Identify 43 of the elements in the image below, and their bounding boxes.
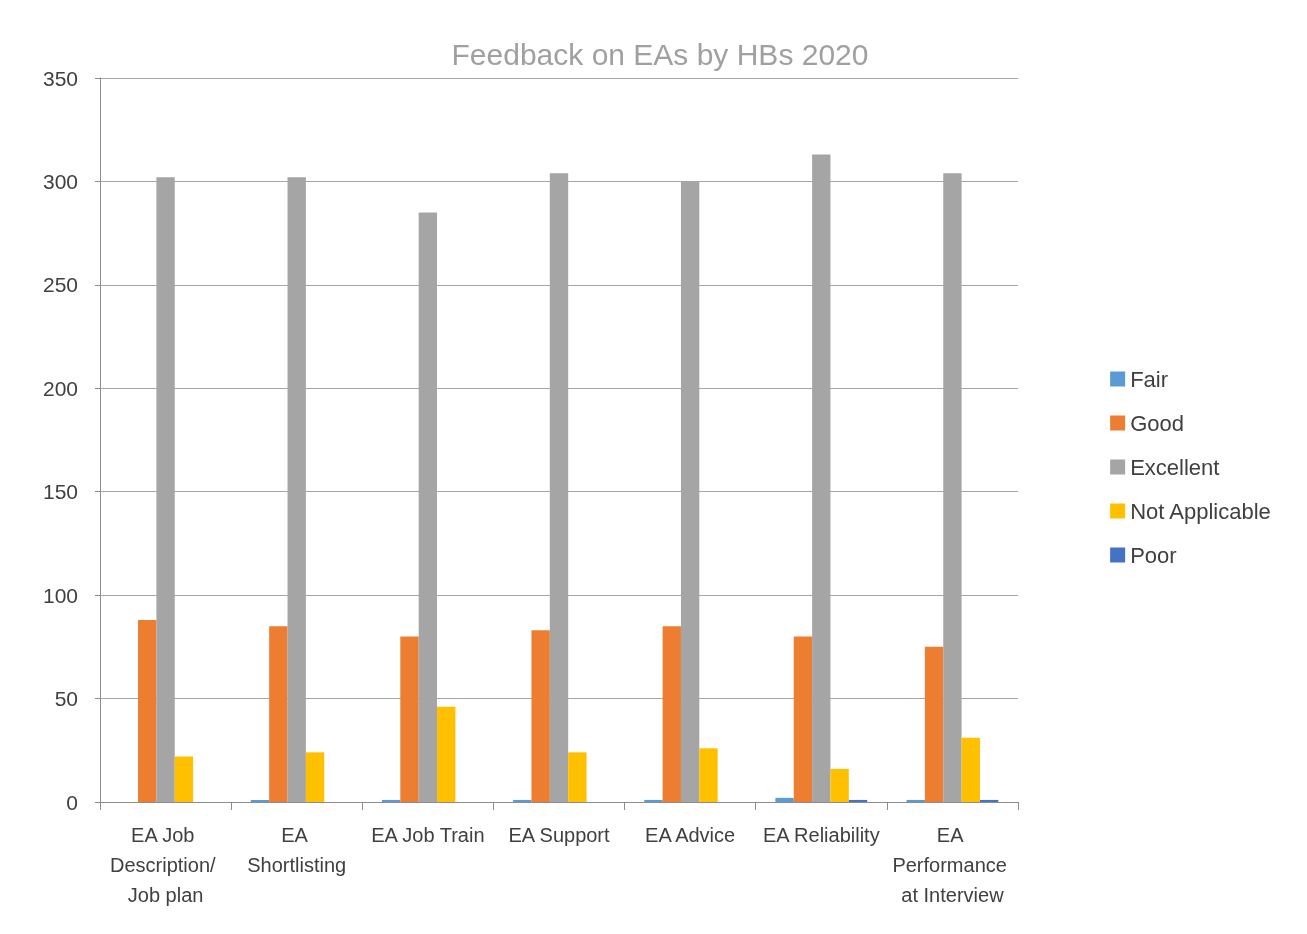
bar <box>437 706 456 802</box>
bar <box>699 748 718 802</box>
bar <box>924 646 944 802</box>
y-tick-label: 100 <box>42 583 78 607</box>
x-tick-label: EA Job Train <box>371 824 485 846</box>
y-tick-label: 0 <box>66 790 78 814</box>
bar <box>513 799 532 802</box>
bar <box>775 797 794 802</box>
legend-label: Not Applicable <box>1130 498 1271 524</box>
legend-label: Fair <box>1130 366 1169 392</box>
chart-title: Feedback on EAs by HBs 2020 <box>451 37 869 71</box>
bar <box>568 752 587 802</box>
y-tick-label: 300 <box>42 169 78 193</box>
bar <box>662 626 681 802</box>
x-tick-label: EA Reliability <box>762 824 880 846</box>
bar <box>381 799 401 802</box>
bar <box>400 636 419 802</box>
bar <box>979 799 999 802</box>
legend-label: Excellent <box>1130 454 1220 480</box>
bar <box>174 756 194 802</box>
x-tick-label: EA Support <box>508 824 611 846</box>
y-tick-label: 250 <box>42 273 78 297</box>
bar <box>830 768 849 802</box>
bar <box>305 752 325 802</box>
legend-label: Good <box>1130 410 1184 436</box>
y-tick-label: 200 <box>42 376 78 400</box>
x-tick-label: EA Shortlisting <box>247 824 347 876</box>
bar <box>269 626 288 802</box>
y-tick-label: 50 <box>54 687 78 711</box>
legend-label: Poor <box>1130 542 1177 568</box>
bar <box>906 799 925 802</box>
y-tick-label: 350 <box>42 66 78 90</box>
bar <box>793 636 813 802</box>
bar <box>961 737 980 802</box>
x-tick-label: EA Performance at Interview <box>892 824 1013 906</box>
bar <box>644 799 663 802</box>
bar <box>848 799 868 802</box>
x-tick-label: EA Advice <box>645 824 736 846</box>
bar <box>250 799 270 802</box>
bar <box>138 619 157 802</box>
x-tick-label: EA Job Description/ Job plan <box>109 824 222 906</box>
y-tick-label: 150 <box>42 480 78 504</box>
bar <box>531 630 550 802</box>
